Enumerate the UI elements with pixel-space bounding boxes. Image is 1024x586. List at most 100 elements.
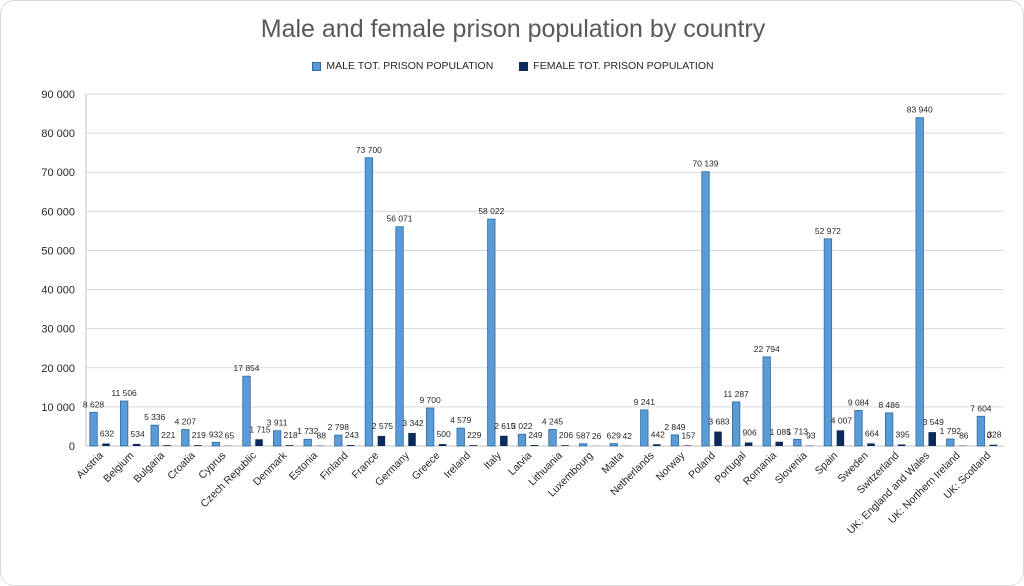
bar-female <box>469 445 477 446</box>
data-label-male: 4 207 <box>175 417 197 427</box>
data-label-male: 932 <box>209 429 223 439</box>
data-label-male: 5 336 <box>144 412 166 422</box>
bar-male <box>119 400 129 447</box>
data-label-male: 58 022 <box>478 206 504 216</box>
data-label-male: 4 245 <box>542 416 564 426</box>
y-tick-label: 90 000 <box>41 89 75 101</box>
data-label-female: 1 715 <box>249 424 271 434</box>
data-label-female: 4 007 <box>831 415 853 425</box>
y-tick-label: 50 000 <box>41 245 75 257</box>
x-tick-label: Estonia <box>287 450 320 483</box>
data-label-female: 93 <box>806 431 816 441</box>
data-label-female: 206 <box>559 430 573 440</box>
data-label-female: 42 <box>622 431 632 441</box>
data-label-male: 11 506 <box>111 388 137 398</box>
data-label-female: 2 575 <box>372 421 394 431</box>
x-tick-label: Italy <box>482 449 505 472</box>
bar-male <box>670 434 680 447</box>
bar-female <box>163 445 171 446</box>
x-tick-label: Norway <box>654 449 688 483</box>
legend-item-female: FEMALE TOT. PRISON POPULATION <box>519 60 714 72</box>
data-label-male: 2 798 <box>328 422 350 432</box>
bar-female <box>714 431 722 446</box>
data-label-male: 1 732 <box>297 426 319 436</box>
data-label-female: 3 683 <box>708 417 730 427</box>
data-label-male: 9 700 <box>419 395 441 405</box>
x-tick-label: Malta <box>599 450 626 477</box>
x-tick-label: Ireland <box>442 450 473 481</box>
legend-label-male: MALE TOT. PRISON POPULATION <box>326 60 494 72</box>
bar-male <box>640 409 649 447</box>
data-label-female: 3 549 <box>923 417 945 427</box>
data-label-male: 629 <box>607 431 621 441</box>
data-label-female: 65 <box>225 431 235 441</box>
y-tick-label: 30 000 <box>41 324 75 336</box>
data-label-male: 3 022 <box>511 421 533 431</box>
data-label-male: 1 792 <box>940 426 962 436</box>
legend-item-male: MALE TOT. PRISON POPULATION <box>312 60 493 72</box>
data-label-male: 70 139 <box>693 159 719 169</box>
bar-female <box>194 445 202 446</box>
data-label-female: 243 <box>345 430 359 440</box>
bar-male <box>364 157 374 447</box>
data-label-female: 1 085 <box>770 427 792 437</box>
data-label-male: 56 071 <box>387 214 413 224</box>
bar-male <box>609 443 618 447</box>
bar-male <box>915 117 924 447</box>
y-tick-label: 10 000 <box>41 402 75 414</box>
data-label-male: 17 854 <box>234 363 260 373</box>
bar-male <box>701 171 710 447</box>
bar-male <box>976 415 986 447</box>
data-label-female: 500 <box>437 429 451 439</box>
x-tick-label: Croatia <box>165 450 198 483</box>
bar-male <box>303 438 312 447</box>
data-label-female: 86 <box>959 431 969 441</box>
bar-male <box>793 438 802 447</box>
bar-female <box>102 443 110 446</box>
data-label-extra: 0 <box>987 430 992 440</box>
chart-legend: MALE TOT. PRISON POPULATION FEMALE TOT. … <box>1 60 1023 72</box>
bar-male <box>823 238 833 447</box>
bar-female <box>438 444 447 446</box>
data-label-male: 587 <box>576 431 590 441</box>
bar-male <box>731 401 741 447</box>
bar-female <box>408 432 416 446</box>
data-label-female: 221 <box>161 430 175 440</box>
data-label-male: 8 628 <box>83 399 105 409</box>
bar-male <box>425 407 435 447</box>
data-label-female: 249 <box>528 430 542 440</box>
data-label-female: 88 <box>316 431 326 441</box>
data-label-female: 229 <box>467 430 481 440</box>
bar-female <box>132 443 141 446</box>
data-label-female: 3 342 <box>402 418 424 428</box>
data-label-female: 906 <box>743 427 757 437</box>
bar-female <box>653 444 661 446</box>
bar-female <box>530 445 539 446</box>
data-label-male: 9 241 <box>634 397 656 407</box>
legend-label-female: FEMALE TOT. PRISON POPULATION <box>533 60 714 72</box>
y-tick-label: 20 000 <box>41 363 75 375</box>
data-label-female: 664 <box>865 428 879 438</box>
bar-female <box>561 445 569 446</box>
bar-male <box>211 441 221 447</box>
data-label-male: 7 604 <box>970 403 992 413</box>
data-label-male: 8 486 <box>878 400 900 410</box>
legend-swatch-male <box>312 61 322 71</box>
bar-female <box>255 439 263 446</box>
data-label-male: 1 713 <box>787 426 809 436</box>
bar-male <box>762 356 771 447</box>
data-label-female: 219 <box>192 430 206 440</box>
x-tick-label: Finland <box>318 450 351 483</box>
data-label-male: 4 579 <box>450 415 472 425</box>
y-tick-label: 80 000 <box>41 128 75 140</box>
data-label-female: 157 <box>681 430 695 440</box>
x-tick-label: Romania <box>741 450 779 488</box>
data-label-female: 2 615 <box>494 421 516 431</box>
x-tick-label: Belgium <box>101 449 136 484</box>
bar-male <box>242 375 251 447</box>
bar-female <box>500 435 508 446</box>
x-tick-label: Latvia <box>506 450 534 478</box>
x-tick-label: Denmark <box>251 449 290 488</box>
